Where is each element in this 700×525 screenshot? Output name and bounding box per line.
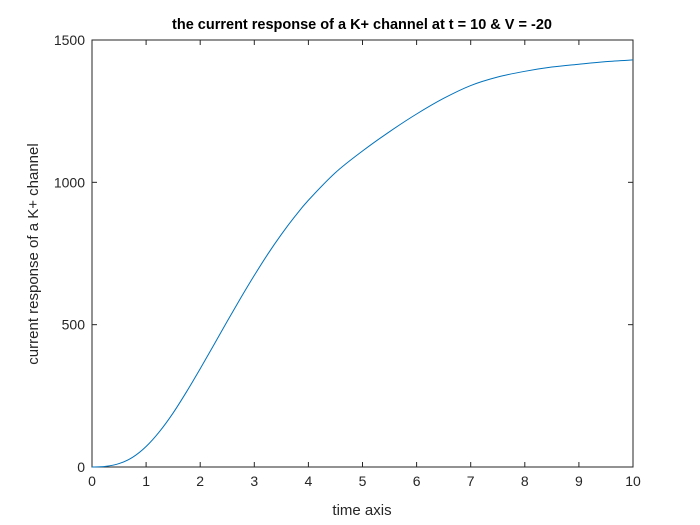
x-tick-label: 2 — [196, 473, 204, 489]
y-tick-label: 500 — [62, 317, 86, 333]
y-tick-label: 1500 — [54, 32, 85, 48]
x-tick-label: 1 — [142, 473, 150, 489]
x-tick-label: 0 — [88, 473, 96, 489]
x-tick-label: 7 — [467, 473, 475, 489]
axes-box — [92, 40, 633, 467]
x-tick-label: 4 — [305, 473, 313, 489]
x-axis-label: time axis — [332, 502, 391, 519]
plot-area: 0 1 2 3 4 5 6 7 8 9 10 0 500 1000 1500 — [54, 32, 641, 489]
y-axis-label: current response of a K+ channel — [25, 143, 42, 364]
chart-title: the current response of a K+ channel at … — [172, 17, 552, 33]
x-tick-label: 9 — [575, 473, 583, 489]
x-tick-label: 6 — [413, 473, 421, 489]
x-tick-label: 5 — [359, 473, 367, 489]
x-tick-label: 8 — [521, 473, 529, 489]
y-tick-label: 1000 — [54, 174, 85, 190]
y-tick-label: 0 — [77, 459, 85, 475]
x-tick-label: 10 — [625, 473, 641, 489]
x-tick-label: 3 — [250, 473, 258, 489]
